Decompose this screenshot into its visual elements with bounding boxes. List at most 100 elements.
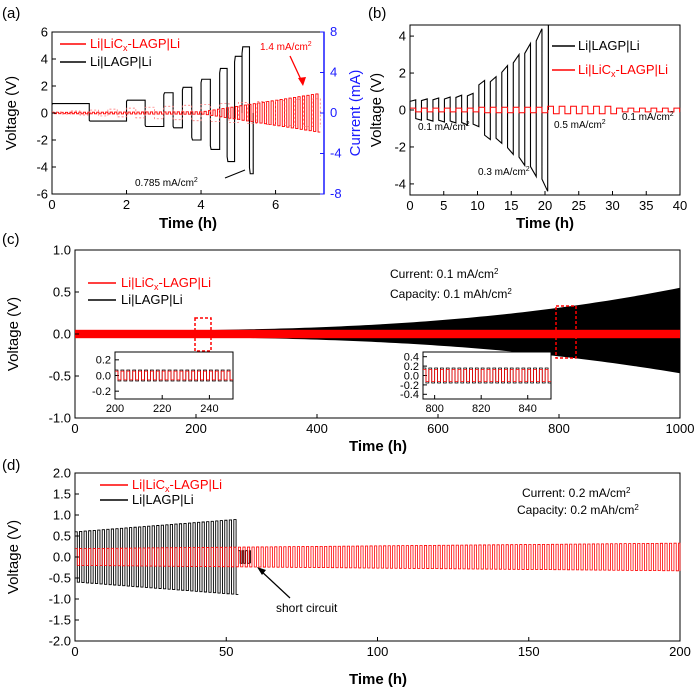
y-tick-label: -1.0: [49, 411, 71, 426]
y-tick-label: 0: [41, 106, 48, 121]
panel-b-legend-red: Li|LiCx-LAGP|Li: [578, 62, 668, 79]
y-tick-label: -1.0: [49, 592, 71, 607]
panel-d-xlabel: Time (h): [349, 671, 407, 688]
panel-c-legend-red-p2: -LAGP|Li: [159, 275, 212, 290]
panel-d-capacity-main: Capacity: 0.2 mAh/cm: [517, 503, 634, 517]
panel-d-legend-red: Li|LiCx-LAGP|Li: [132, 477, 222, 494]
panel-d-capacity: Capacity: 0.2 mAh/cm2: [517, 503, 639, 517]
y-tick-label: -0.2: [92, 386, 111, 398]
x-tick-label: 600: [427, 421, 449, 436]
panel-c-legend-black: Li|LAGP|Li: [121, 292, 183, 307]
panel-d-legend-red-p2: -LAGP|Li: [170, 477, 223, 492]
panel-d-short-circuit-label: short circuit: [276, 601, 338, 615]
panel-c-capacity: Capacity: 0.1 mAh/cm2: [390, 287, 512, 301]
y-tick-label: -1.5: [49, 613, 71, 628]
x-tick-label: 800: [425, 403, 443, 415]
panel-b-legend-red-p1: Li|LiC: [578, 62, 611, 77]
x-tick-label: 240: [200, 403, 218, 415]
panel-a-annot-1-arrowhead: [298, 77, 306, 86]
panel-b-annot-4-main: 0.1 mA/cm: [622, 112, 670, 123]
x-tick-label: 4: [197, 197, 204, 212]
panel-c-ticks: 0 200 400 600 800 1000 -1.0 -0.5 0.0 0.5 1.0: [49, 243, 695, 436]
panel-d-plot: [75, 519, 681, 595]
panel-a-legend-black: Li|LAGP|Li: [90, 54, 152, 69]
panel-a-legend-red-p1: Li|LiC: [90, 36, 123, 51]
panel-c-capacity-sup: 2: [507, 287, 512, 296]
x-tick-label: 40: [673, 198, 687, 213]
y-tick-label: 2: [399, 66, 406, 81]
panel-c-capacity-main: Capacity: 0.1 mAh/cm: [390, 287, 507, 301]
x-tick-label: 200: [185, 421, 207, 436]
x-tick-label: 20: [538, 198, 552, 213]
panel-d-label: (d): [2, 457, 20, 474]
panel-a-annot-1-sup: 2: [308, 41, 312, 48]
panel-b-legend-red-sub: x: [611, 69, 616, 79]
y-tick-label: -4: [36, 160, 48, 175]
x-tick-label: 840: [519, 403, 537, 415]
series-current: [52, 98, 321, 128]
panel-a-legend-red-p2: -LAGP|Li: [128, 36, 181, 51]
x-tick-label: 0: [48, 197, 55, 212]
panel-c-highlight-200: [194, 317, 212, 352]
panel-c-current-main: Current: 0.1 mA/cm: [390, 267, 494, 281]
panel-a-annot-2-arrow: [224, 169, 246, 179]
x-tick-label: 15: [504, 198, 518, 213]
series-li-licx-lagp-li: [75, 542, 681, 572]
y2-tick-label: 8: [330, 24, 337, 39]
panel-b-annot-3-main: 0.5 mA/cm: [554, 120, 602, 131]
panel-a-ylabel: Voltage (V): [3, 76, 20, 150]
panel-d-ticks: 0 50 100 150 200 2.0 1.5 1.0 0.5 0.0 -0.5 -1.0 -1.5 -…: [49, 466, 691, 659]
x-tick-label: 800: [548, 421, 570, 436]
y-tick-label: -0.5: [49, 369, 71, 384]
panel-a-annot-2: 0.785 mA/cm2: [135, 177, 198, 189]
y-tick-label: 0.0: [404, 370, 419, 382]
panel-c-highlight-800: [555, 305, 577, 359]
x-tick-label: 200: [669, 644, 691, 659]
panel-c-inset-1: 200 220 240 0.2 0.0 -0.2: [92, 351, 234, 415]
panel-a-legend-red: Li|LiCx-LAGP|Li: [90, 36, 180, 53]
y-tick-label: -2: [394, 140, 406, 155]
panel-b-annot-4: 0.1 mA/cm2: [622, 111, 674, 123]
panel-d-legend-black: Li|LAGP|Li: [132, 492, 194, 507]
panel-a-xlabel: Time (h): [159, 215, 217, 232]
panel-c-legend-red: Li|LiCx-LAGP|Li: [121, 275, 211, 292]
x-tick-label: 50: [219, 644, 233, 659]
panel-c-inset-2: 800 820 840 0.40.20.0-0.2-0.4: [400, 351, 552, 415]
series-li-licx-lagp-li: [75, 329, 680, 339]
panel-a-annot-1: 1.4 mA/cm2: [260, 41, 312, 53]
y-tick-label: -0.2: [400, 380, 419, 392]
y-tick-label: -2.0: [49, 634, 71, 649]
panel-a-ylabel-right: Current (mA): [347, 70, 364, 157]
x-tick-label: 2: [123, 197, 130, 212]
panel-d-current: Current: 0.2 mA/cm2: [522, 486, 631, 500]
y-tick-label: -0.5: [49, 571, 71, 586]
panel-a-annot-2-sup: 2: [194, 177, 198, 184]
x-tick-label: 10: [470, 198, 484, 213]
y-tick-label: -2: [36, 133, 48, 148]
x-tick-label: 200: [106, 403, 124, 415]
panel-b-annot-1: 0.1 mA/cm2: [418, 121, 470, 133]
panel-a-label: (a): [2, 5, 20, 22]
panel-d-short-circuit-arrow: [259, 569, 291, 599]
x-tick-label: 30: [605, 198, 619, 213]
panel-c-current: Current: 0.1 mA/cm2: [390, 267, 499, 281]
panel-a-legend-red-sub: x: [123, 43, 128, 53]
series-li-lagp-li-short: [238, 550, 251, 564]
x-tick-label: 5: [440, 198, 447, 213]
y-tick-label: -6: [36, 187, 48, 202]
panel-b-ylabel: Voltage (V): [368, 73, 385, 147]
panel-d-current-main: Current: 0.2 mA/cm: [522, 486, 626, 500]
y-tick-label: -4: [394, 176, 406, 191]
panel-c-legend-red-sub: x: [154, 282, 159, 292]
panel-d-legend-red-p1: Li|LiC: [132, 477, 165, 492]
panel-b-annot-3: 0.5 mA/cm2: [554, 119, 606, 131]
x-tick-label: 0: [406, 198, 413, 213]
y-tick-label: -0.4: [400, 389, 419, 401]
panel-d: (d) 0 50 100 150 200 2.0 1.5 1.0 0.5 0.0 -0.5 -1.0 -…: [2, 457, 691, 688]
y-tick-label: 0: [399, 103, 406, 118]
panel-b-ticks: 0 5 10 15 20 25 30 35 40 -4 -2 0 2 4: [394, 29, 687, 213]
panel-a-plot: [51, 46, 321, 175]
y-tick-label: 2.0: [53, 466, 71, 481]
x-tick-label: 1000: [666, 421, 695, 436]
